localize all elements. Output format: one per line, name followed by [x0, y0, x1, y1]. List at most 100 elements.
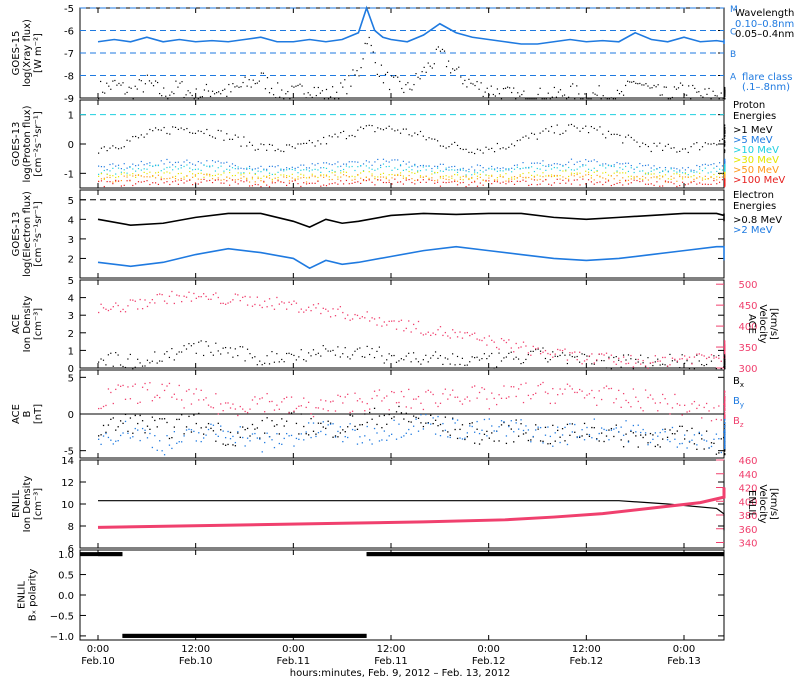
proton-point: [476, 148, 479, 150]
proton-point: [505, 183, 507, 185]
proton-point: [593, 127, 595, 130]
legend-title: Proton: [733, 100, 765, 111]
ace-b-point: [439, 402, 442, 404]
proton-point: [203, 176, 205, 178]
ace-b-point: [559, 436, 561, 438]
proton-point: [662, 149, 664, 151]
ace-b-point: [332, 436, 334, 438]
ace-density-point: [503, 357, 505, 359]
xray-short-point: [570, 85, 572, 87]
proton-point: [488, 175, 490, 177]
ace-density-point: [461, 357, 464, 359]
ace-b-point: [464, 398, 466, 400]
proton-point: [718, 181, 721, 183]
ace-b-point: [503, 421, 505, 424]
proton-point: [126, 167, 128, 169]
proton-point: [288, 175, 291, 177]
proton-point: [701, 177, 704, 179]
proton-point: [508, 181, 510, 183]
ace-density-point: [554, 355, 556, 357]
ace-density-point: [212, 354, 214, 356]
proton-point: [197, 161, 199, 163]
proton-point: [536, 162, 538, 164]
ace-b-point: [405, 412, 407, 414]
proton-point: [305, 177, 308, 179]
proton-point: [371, 164, 373, 166]
ace-density-point: [495, 366, 498, 368]
proton-point: [488, 148, 490, 150]
ace-b-point: [325, 427, 327, 430]
proton-point: [499, 182, 501, 184]
proton-point: [126, 180, 128, 182]
y-axis-label: ACE: [11, 404, 22, 424]
proton-point: [502, 170, 504, 172]
ace-velocity-point: [532, 345, 534, 348]
proton-point: [568, 175, 570, 178]
ace-velocity-point: [185, 296, 188, 298]
proton-point: [528, 137, 530, 139]
ace-density-point: [724, 355, 726, 357]
proton-point: [642, 165, 644, 167]
proton-point: [499, 170, 501, 172]
xray-short-point: [275, 97, 277, 99]
proton-point: [605, 171, 607, 174]
ace-b-point: [427, 422, 429, 424]
ace-b-point: [303, 439, 305, 441]
ace-b-point: [124, 420, 127, 423]
ace-velocity-point: [671, 357, 674, 359]
ace-b-point: [278, 408, 280, 410]
proton-point: [565, 130, 567, 132]
xray-short-point: [187, 90, 189, 92]
proton-point: [266, 170, 268, 172]
ace-b-point: [129, 398, 132, 400]
proton-point: [616, 133, 618, 136]
ace-density-point: [642, 362, 644, 364]
proton-point: [408, 178, 410, 181]
proton-point: [377, 158, 379, 161]
ace-velocity-point: [598, 353, 600, 355]
proton-point: [605, 137, 607, 139]
xray-short-point: [165, 95, 167, 97]
proton-point: [149, 128, 151, 131]
ace-density-point: [356, 348, 359, 350]
proton-point: [234, 181, 236, 183]
ace-b-point: [724, 395, 726, 398]
proton-point: [596, 129, 598, 131]
proton-point: [679, 174, 681, 176]
ace-density-point: [351, 354, 354, 356]
ace-velocity-point: [100, 303, 102, 305]
proton-point: [177, 179, 179, 181]
proton-point: [414, 165, 416, 167]
proton-point: [169, 166, 171, 168]
proton-point: [724, 134, 726, 137]
proton-point: [644, 177, 647, 179]
ace-b-point: [724, 423, 726, 425]
xray-short-point: [163, 87, 165, 89]
proton-point: [724, 124, 726, 126]
ace-b-point: [586, 426, 588, 429]
proton-point: [724, 127, 726, 129]
proton-point: [724, 170, 726, 173]
ace-b-point: [300, 413, 302, 415]
proton-point: [137, 137, 140, 139]
proton-point: [488, 177, 490, 179]
proton-point: [303, 182, 305, 184]
proton-point: [642, 170, 644, 172]
proton-point: [251, 178, 254, 180]
ace-velocity-point: [681, 358, 683, 360]
ace-density-point: [286, 352, 288, 355]
ace-velocity-point: [190, 300, 193, 302]
xray-short-point: [549, 98, 551, 100]
proton-point: [166, 166, 168, 169]
ace-b-point: [339, 426, 342, 428]
xray-short-point: [639, 82, 641, 85]
proton-point: [223, 178, 225, 181]
x-tick-label: 0:00: [477, 644, 499, 655]
ace-b-point: [615, 424, 617, 426]
ace-density-point: [517, 358, 520, 360]
ace-velocity-point: [688, 356, 691, 358]
proton-point: [565, 169, 567, 171]
proton-point: [684, 176, 687, 178]
proton-point: [659, 175, 661, 177]
proton-point: [459, 169, 461, 171]
